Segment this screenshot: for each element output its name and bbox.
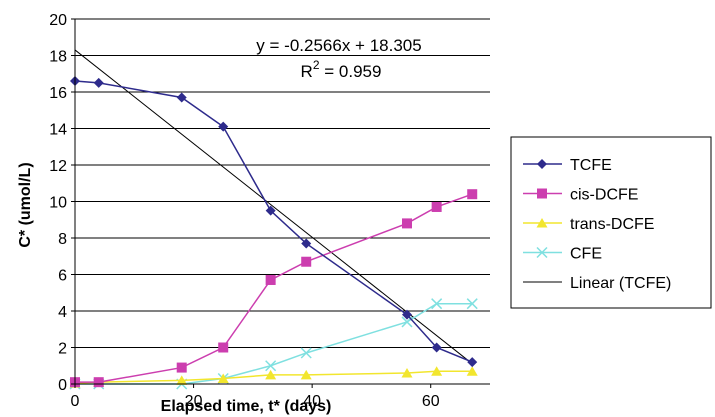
data-point-cis-dcfe bbox=[265, 274, 276, 285]
series-layer bbox=[69, 76, 478, 390]
legend: TCFE cis-DCFE trans-DCFE CFE Linear (TCFE) bbox=[510, 136, 712, 309]
gridlines bbox=[75, 18, 490, 348]
y-tick-label: 20 bbox=[49, 12, 67, 29]
trendline-linear-tcfe bbox=[74, 49, 473, 365]
y-tick-label: 4 bbox=[58, 304, 67, 321]
series-line-tcfe bbox=[74, 80, 473, 363]
data-point-tcfe bbox=[467, 357, 478, 368]
y-tick-label: 16 bbox=[49, 85, 67, 102]
series-line-cis-dcfe bbox=[75, 193, 473, 383]
x-axis-title: Elapsed time, t* (days) bbox=[161, 398, 332, 415]
x-tick-label: 20 bbox=[185, 393, 203, 410]
data-point-cis-dcfe bbox=[218, 342, 229, 353]
y-tick-label: 6 bbox=[58, 268, 67, 285]
data-point-cfe bbox=[431, 298, 443, 310]
data-point-tcfe bbox=[93, 77, 104, 88]
legend-label-linear-tcfe-: Linear (TCFE) bbox=[570, 275, 671, 292]
data-point-tcfe bbox=[218, 121, 229, 132]
data-point-cis-dcfe bbox=[176, 362, 187, 373]
data-point-tcfe bbox=[265, 205, 276, 216]
legend-label-tcfe: TCFE bbox=[570, 157, 612, 174]
data-point-trans-dcfe bbox=[300, 369, 312, 380]
y-tick-label: 2 bbox=[58, 341, 67, 358]
trendline bbox=[74, 49, 473, 365]
data-point-cis-dcfe bbox=[93, 377, 104, 388]
y-tick-label: 18 bbox=[49, 49, 67, 66]
legend-marker-trans-dcfe bbox=[536, 218, 548, 228]
data-point-trans-dcfe bbox=[431, 366, 443, 376]
data-point-cis-dcfe bbox=[431, 201, 442, 212]
data-point-trans-dcfe bbox=[466, 366, 478, 376]
y-tick-label: 10 bbox=[49, 195, 67, 212]
data-point-tcfe bbox=[402, 309, 412, 320]
y-tick-label: 0 bbox=[58, 377, 67, 394]
data-point-trans-dcfe bbox=[176, 375, 188, 385]
x-tick-label: 0 bbox=[71, 393, 80, 410]
data-point-cis-dcfe bbox=[402, 218, 412, 229]
data-point-trans-dcfe bbox=[217, 373, 229, 384]
legend-label-trans-dcfe: trans-DCFE bbox=[570, 216, 654, 233]
legend-marker-tcfe bbox=[537, 159, 547, 169]
trendline-r-squared: R2 = 0.959 bbox=[301, 58, 382, 81]
legend-label-cfe: CFE bbox=[570, 246, 602, 263]
x-tick-labels: 0 20 40 60 bbox=[71, 393, 440, 410]
data-point-trans-dcfe bbox=[401, 368, 413, 378]
x-tick-label: 40 bbox=[303, 393, 321, 410]
data-point-tcfe bbox=[176, 92, 187, 103]
data-point-cfe bbox=[300, 347, 312, 359]
data-point-cfe bbox=[466, 298, 478, 310]
y-tick-label: 14 bbox=[49, 122, 67, 139]
y-tick-labels: 0 2 4 6 8 10 12 14 16 18 20 bbox=[49, 12, 67, 394]
y-tick-label: 12 bbox=[49, 158, 67, 175]
data-point-trans-dcfe bbox=[265, 369, 277, 380]
legend-marker-cfe bbox=[536, 246, 548, 259]
y-tick-label: 8 bbox=[58, 231, 67, 248]
data-point-tcfe bbox=[301, 238, 312, 249]
legend-marker-cis-dcfe bbox=[537, 188, 547, 199]
y-axis-title: C* (umol/L) bbox=[17, 162, 34, 247]
data-point-cis-dcfe bbox=[467, 189, 478, 200]
data-point-cis-dcfe bbox=[301, 256, 312, 267]
data-point-tcfe bbox=[431, 342, 442, 353]
data-point-cfe bbox=[265, 360, 277, 372]
trendline-equation: y = -0.2566x + 18.305 bbox=[256, 36, 421, 55]
legend-label-cis-dcfe: cis-DCFE bbox=[570, 187, 638, 204]
axes bbox=[71, 18, 490, 388]
x-tick-label: 60 bbox=[422, 393, 440, 410]
